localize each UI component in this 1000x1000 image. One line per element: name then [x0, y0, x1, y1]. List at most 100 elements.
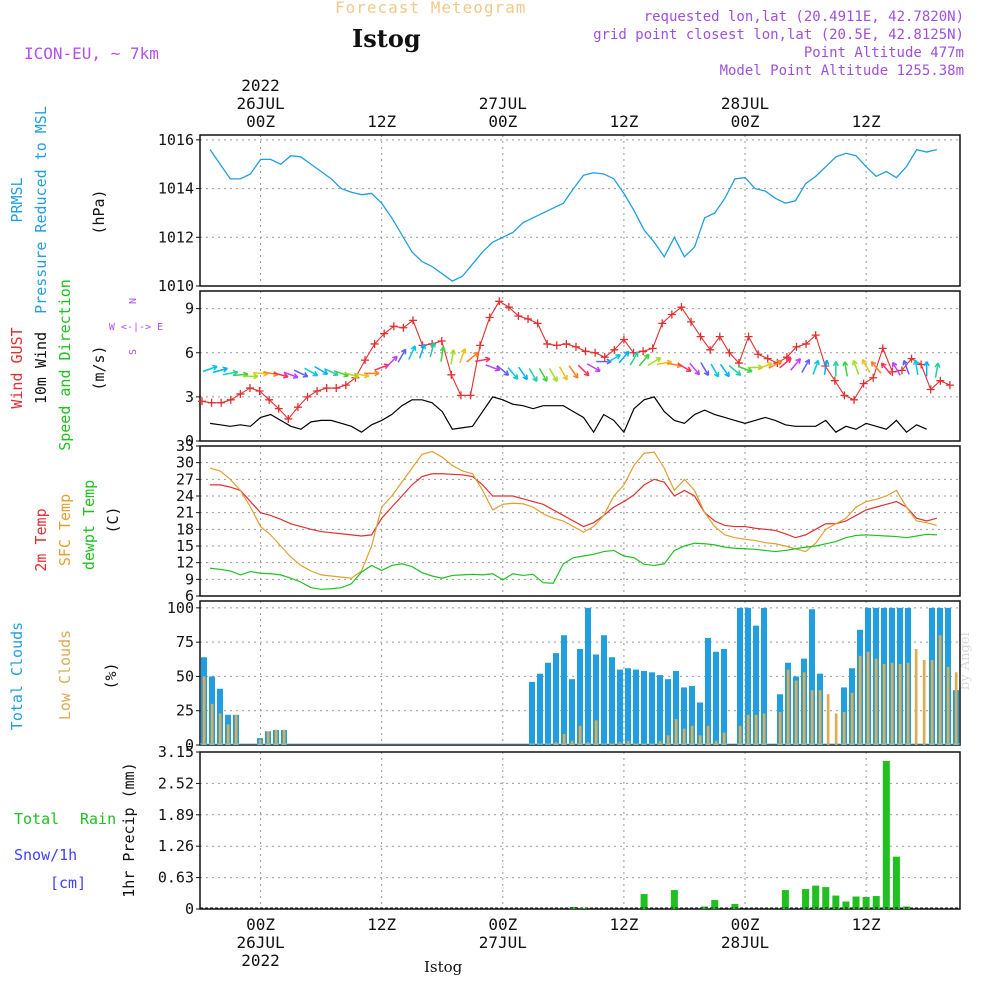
- top-axis-hour: 12Z: [609, 112, 638, 131]
- bottom-axis-hour: 00Z: [731, 915, 760, 934]
- pressure-label-msl: Pressure Reduced to MSL: [32, 106, 50, 314]
- precip-bar: [822, 887, 830, 909]
- gust-marker: [926, 385, 935, 394]
- wind-arrow-head: [494, 365, 501, 372]
- gust-marker: [763, 354, 772, 363]
- ytick-label: 12: [176, 554, 194, 572]
- wind-arrow-head: [655, 357, 662, 363]
- gust-marker: [466, 391, 475, 400]
- wind-arrow: [374, 364, 389, 371]
- gust-marker: [715, 332, 724, 341]
- wind-arrow: [304, 367, 318, 377]
- panel-frame: [199, 134, 961, 287]
- temp-label-dewpt: dewpt Temp: [80, 480, 98, 570]
- temp-dewpt-line: [210, 533, 937, 590]
- precip-bar: [670, 890, 678, 909]
- gust-marker: [408, 316, 417, 325]
- compass-south: S: [128, 349, 139, 355]
- ytick-label: 1.26: [158, 837, 194, 855]
- wind-arrow-head: [410, 345, 417, 352]
- wind-unit: (m/s): [90, 345, 108, 390]
- gust-marker: [725, 348, 734, 357]
- gust-marker: [811, 331, 820, 340]
- wind-arrow: [314, 366, 328, 375]
- ytick-label: 6: [185, 587, 194, 605]
- total-cloud-bar: [625, 668, 631, 745]
- low-cloud-bar: [946, 666, 950, 745]
- precip-bar: [802, 889, 810, 909]
- wind-arrow: [757, 362, 773, 370]
- bottom-axis-hour: 12Z: [852, 915, 881, 934]
- gust-marker: [639, 347, 648, 356]
- bottom-axis-hour: 12Z: [609, 915, 638, 934]
- temp-label-sfc: SFC Temp: [56, 494, 74, 566]
- wind-arrow: [728, 365, 742, 376]
- low-cloud-bar: [898, 664, 902, 745]
- wind-arrow-head: [312, 370, 319, 377]
- wind-arrow-head: [880, 362, 887, 369]
- wind-arrow: [812, 360, 819, 375]
- gust-marker: [198, 397, 207, 406]
- low-cloud-bar: [282, 729, 286, 745]
- gust-marker: [917, 360, 926, 369]
- wind-arrow: [586, 363, 601, 372]
- ytick-label: 30: [176, 454, 194, 472]
- ytick-label: 0: [185, 736, 194, 754]
- wind-arrow: [263, 371, 279, 376]
- ytick-label: 75: [176, 633, 194, 651]
- wind-arrow: [677, 363, 692, 372]
- wind-arrow-head: [552, 376, 558, 382]
- gust-marker: [619, 335, 628, 344]
- precip-bar: [731, 904, 739, 909]
- gust-marker: [322, 384, 331, 393]
- precip-bar: [862, 897, 870, 909]
- wind-label-10m: 10m Wind: [32, 332, 50, 404]
- total-cloud-bar: [537, 673, 543, 745]
- wind-arrow: [934, 362, 939, 378]
- precip-bar: [812, 885, 820, 909]
- top-axis-hour: 00Z: [731, 112, 760, 131]
- wind-arrow: [638, 353, 650, 367]
- bottom-axis-date: 26JUL: [236, 933, 284, 952]
- panel-pressure: 1010 1012 1014 1016: [158, 131, 961, 295]
- low-cloud-bar: [826, 694, 830, 745]
- gust-marker: [830, 376, 839, 385]
- wind-arrow-head: [392, 355, 398, 362]
- low-cloud-bar: [706, 725, 710, 745]
- low-cloud-bar: [218, 713, 222, 745]
- wind-arrow: [408, 345, 416, 360]
- total-cloud-bar: [657, 675, 663, 745]
- low-cloud-bar: [626, 740, 630, 745]
- low-cloud-bar: [690, 725, 694, 745]
- wind-arrow: [273, 372, 289, 378]
- total-cloud-bar: [553, 653, 559, 745]
- wind-arrow: [737, 365, 753, 373]
- gust-marker: [562, 339, 571, 348]
- bottom-axis-hour: 00Z: [246, 915, 275, 934]
- wind-arrow-head: [934, 362, 941, 369]
- gust-marker: [802, 339, 811, 348]
- gust-marker: [341, 381, 350, 390]
- gust-marker: [552, 341, 561, 350]
- precip-bar: [852, 896, 860, 909]
- wind-arrow-head: [861, 358, 868, 365]
- gust-marker: [543, 339, 552, 348]
- top-axis-hour: 12Z: [367, 112, 396, 131]
- wind-arrow-head: [322, 369, 329, 375]
- precip-bar: [781, 890, 789, 909]
- total-cloud-bar: [649, 672, 655, 745]
- top-axis-hour: 12Z: [852, 112, 881, 131]
- wind-arrow: [700, 362, 710, 376]
- wind-arrow: [666, 362, 682, 367]
- low-cloud-bar: [858, 655, 862, 745]
- gust-marker: [514, 312, 523, 320]
- low-cloud-bar: [746, 714, 750, 745]
- total-cloud-bar: [561, 635, 567, 745]
- wind-arrow-head: [572, 372, 579, 379]
- temp-sfc-line: [209, 450, 937, 579]
- wind-arrow: [202, 365, 218, 373]
- low-cloud-bar: [834, 713, 838, 745]
- total-cloud-bar: [761, 607, 767, 745]
- precip-label-cm: [cm]: [50, 874, 86, 892]
